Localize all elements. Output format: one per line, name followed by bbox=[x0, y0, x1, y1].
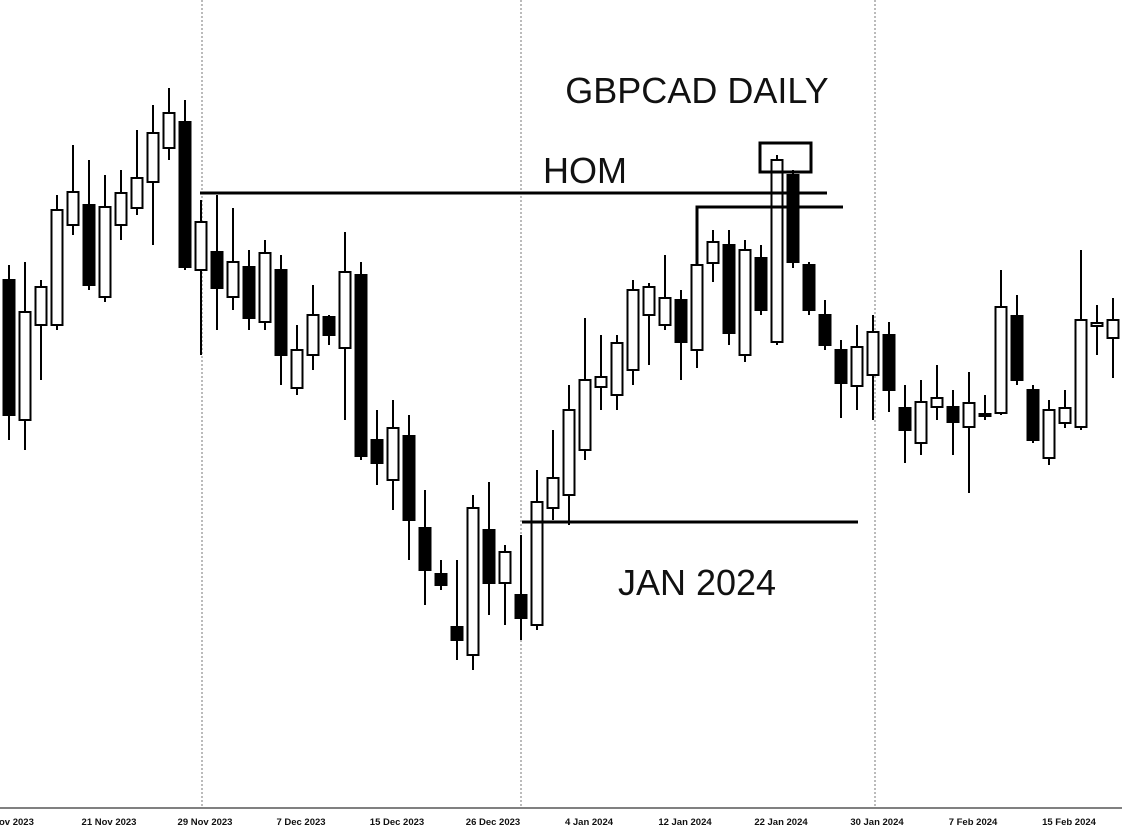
candle-body bbox=[994, 306, 1008, 414]
x-tick-label: 15 Dec 2023 bbox=[370, 817, 424, 828]
candle-body bbox=[98, 206, 112, 298]
candle-body bbox=[162, 112, 176, 149]
candle-body bbox=[642, 286, 656, 316]
candle-body bbox=[370, 439, 384, 464]
candle-body bbox=[1042, 409, 1056, 459]
candle-body bbox=[962, 402, 976, 428]
candle-body bbox=[2, 279, 16, 416]
x-tick-label: 7 Feb 2024 bbox=[949, 817, 998, 828]
candle-body bbox=[722, 244, 736, 334]
candle-body bbox=[818, 314, 832, 346]
candle-body bbox=[466, 507, 480, 656]
candle-body bbox=[306, 314, 320, 356]
candle-body bbox=[914, 401, 928, 444]
separators bbox=[201, 0, 876, 808]
candle-body bbox=[242, 266, 256, 319]
candle-body bbox=[1106, 319, 1120, 339]
candle-body bbox=[946, 406, 960, 423]
candle-body bbox=[690, 264, 704, 351]
candle-body bbox=[658, 297, 672, 326]
candle-body bbox=[610, 342, 624, 396]
candle-body bbox=[834, 349, 848, 384]
candle-body bbox=[386, 427, 400, 481]
highlight-box bbox=[758, 141, 813, 174]
candle-body bbox=[114, 192, 128, 226]
candle-body bbox=[546, 477, 560, 509]
candle-body bbox=[1010, 315, 1024, 381]
candle-body bbox=[82, 204, 96, 286]
x-tick-label: 30 Jan 2024 bbox=[850, 817, 904, 828]
candle-body bbox=[450, 626, 464, 641]
level-line bbox=[695, 205, 843, 265]
candle-body bbox=[562, 409, 576, 496]
annotation: JAN 2024 bbox=[618, 562, 776, 603]
x-tick-label: 12 Jan 2024 bbox=[658, 817, 712, 828]
x-tick-label: 21 Nov 2023 bbox=[82, 817, 137, 828]
x-tick-label: 7 Dec 2023 bbox=[276, 817, 325, 828]
candle-body bbox=[1026, 389, 1040, 441]
candle-body bbox=[866, 331, 880, 376]
candle-body bbox=[338, 271, 352, 349]
candle-body bbox=[882, 334, 896, 391]
x-tick-label: Nov 2023 bbox=[0, 817, 34, 828]
x-tick-label: 26 Dec 2023 bbox=[466, 817, 520, 828]
candle-body bbox=[898, 407, 912, 431]
x-tick-label: 15 Feb 2024 bbox=[1042, 817, 1097, 828]
candle-body bbox=[130, 177, 144, 209]
candle-body bbox=[354, 274, 368, 457]
candle-body bbox=[674, 299, 688, 343]
chart-title: GBPCAD DAILY bbox=[565, 70, 828, 111]
candle-body bbox=[850, 346, 864, 387]
candle-body bbox=[1090, 322, 1104, 327]
candle-body bbox=[290, 349, 304, 389]
candle-body bbox=[258, 252, 272, 323]
candle-body bbox=[210, 251, 224, 289]
candle-body bbox=[482, 529, 496, 584]
candle-body bbox=[498, 551, 512, 584]
candle-body bbox=[1058, 407, 1072, 424]
candle-body bbox=[434, 573, 448, 586]
candle-body bbox=[514, 594, 528, 619]
candle-body bbox=[930, 397, 944, 408]
candle-body bbox=[34, 286, 48, 326]
candle-body bbox=[18, 311, 32, 421]
candle-body bbox=[706, 241, 720, 264]
candle-body bbox=[770, 159, 784, 343]
candle-body bbox=[626, 289, 640, 371]
candles bbox=[2, 88, 1120, 670]
x-tick-label: 4 Jan 2024 bbox=[565, 817, 614, 828]
candle-body bbox=[146, 132, 160, 183]
candle-body bbox=[274, 269, 288, 356]
candle-body bbox=[578, 379, 592, 451]
candle-body bbox=[978, 413, 992, 417]
candle-body bbox=[802, 264, 816, 311]
annotation: HOM bbox=[543, 150, 627, 191]
candle-body bbox=[1074, 319, 1088, 428]
x-axis-labels: Nov 2023 21 Nov 2023 29 Nov 2023 7 Dec 2023… bbox=[0, 817, 1097, 828]
candle-body bbox=[50, 209, 64, 326]
x-tick-label: 29 Nov 2023 bbox=[178, 817, 233, 828]
candle-body bbox=[738, 249, 752, 356]
candle-body bbox=[194, 221, 208, 271]
candle-body bbox=[594, 376, 608, 388]
candle-body bbox=[786, 174, 800, 263]
candle-body bbox=[530, 501, 544, 626]
candle-body bbox=[418, 527, 432, 571]
candle-body bbox=[402, 435, 416, 521]
candle-body bbox=[66, 191, 80, 226]
candle-body bbox=[178, 121, 192, 268]
candle-body bbox=[322, 316, 336, 336]
candle-body bbox=[226, 261, 240, 298]
candle-body bbox=[754, 257, 768, 311]
drawings bbox=[200, 141, 858, 524]
x-tick-label: 22 Jan 2024 bbox=[754, 817, 808, 828]
